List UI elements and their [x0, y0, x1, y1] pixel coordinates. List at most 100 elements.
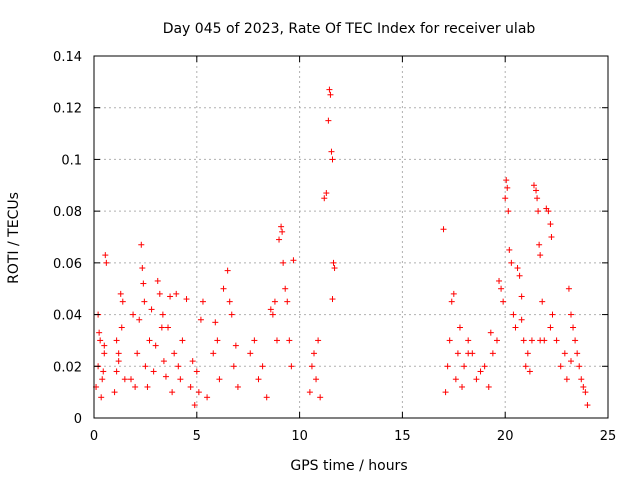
- data-point: [505, 208, 512, 215]
- data-point: [444, 363, 451, 370]
- data-point: [539, 298, 546, 305]
- data-point: [489, 350, 496, 357]
- data-point: [477, 368, 484, 375]
- y-tick-label: 0.06: [53, 257, 82, 272]
- x-tick-label: 0: [90, 429, 98, 444]
- data-point: [234, 383, 241, 390]
- data-point: [518, 293, 525, 300]
- data-point: [286, 337, 293, 344]
- data-point: [138, 241, 145, 248]
- data-point: [117, 290, 124, 297]
- data-point: [567, 311, 574, 318]
- data-point: [210, 350, 217, 357]
- data-point: [173, 290, 180, 297]
- data-point: [255, 376, 262, 383]
- data-point: [576, 363, 583, 370]
- data-point: [280, 259, 287, 266]
- y-tick-label: 0.02: [53, 360, 82, 375]
- data-point: [481, 363, 488, 370]
- data-point: [498, 285, 505, 292]
- data-point: [450, 290, 457, 297]
- data-point: [504, 184, 511, 191]
- data-point: [141, 298, 148, 305]
- data-point: [323, 190, 330, 197]
- data-point: [284, 298, 291, 305]
- data-point: [317, 394, 324, 401]
- data-point: [329, 156, 336, 163]
- data-point: [330, 259, 337, 266]
- data-point: [493, 337, 500, 344]
- data-point: [536, 241, 543, 248]
- data-point: [565, 285, 572, 292]
- data-point: [224, 267, 231, 274]
- data-point: [103, 259, 110, 266]
- data-point: [582, 389, 589, 396]
- data-point: [487, 329, 494, 336]
- data-point: [146, 337, 153, 344]
- data-point: [226, 298, 233, 305]
- data-point: [440, 226, 447, 233]
- tick-labels: 0 5 10 15 20 25 0 0.02 0.04 0.06 0.08 0.1 0.12 0.14: [53, 50, 616, 444]
- data-point: [465, 350, 472, 357]
- data-point: [165, 324, 172, 331]
- data-point: [331, 265, 338, 272]
- data-point: [115, 350, 122, 357]
- data-point: [159, 311, 166, 318]
- plot-frame: [93, 55, 609, 419]
- data-point: [101, 350, 108, 357]
- data-point: [251, 337, 258, 344]
- data-point: [197, 316, 204, 323]
- grid: [94, 56, 608, 418]
- data-point: [276, 236, 283, 243]
- data-point: [189, 358, 196, 365]
- y-tick-label: 0.14: [53, 50, 82, 65]
- data-point: [502, 195, 509, 202]
- data-point: [526, 368, 533, 375]
- data-point: [115, 358, 122, 365]
- data-point: [537, 252, 544, 259]
- data-point: [288, 363, 295, 370]
- data-point: [473, 376, 480, 383]
- data-point: [220, 285, 227, 292]
- y-tick-label: 0.12: [53, 102, 82, 117]
- data-point: [193, 368, 200, 375]
- data-point: [306, 389, 313, 396]
- data-point: [328, 148, 335, 155]
- data-point: [448, 298, 455, 305]
- data-point: [524, 350, 531, 357]
- data-point: [267, 306, 274, 313]
- data-point: [545, 208, 552, 215]
- x-tick-label: 10: [291, 429, 308, 444]
- data-point: [508, 259, 515, 266]
- data-point: [98, 394, 105, 401]
- data-point: [111, 389, 118, 396]
- x-tick-label: 15: [394, 429, 411, 444]
- data-point: [148, 306, 155, 313]
- data-point: [442, 389, 449, 396]
- data-point: [465, 337, 472, 344]
- data-point: [549, 311, 556, 318]
- data-point: [96, 329, 103, 336]
- data-point: [313, 376, 320, 383]
- data-point: [456, 324, 463, 331]
- data-point: [177, 376, 184, 383]
- data-point: [570, 324, 577, 331]
- data-point: [140, 280, 147, 287]
- data-point: [169, 389, 176, 396]
- data-point: [259, 363, 266, 370]
- data-point: [534, 195, 541, 202]
- data-point: [152, 342, 159, 349]
- data-point: [547, 324, 554, 331]
- axis-ticks: [93, 55, 609, 419]
- data-point: [553, 337, 560, 344]
- data-point: [315, 337, 322, 344]
- data-point: [199, 298, 206, 305]
- data-point: [548, 234, 555, 240]
- data-point: [535, 208, 542, 215]
- y-tick-label: 0.04: [53, 309, 82, 324]
- data-point: [503, 177, 510, 184]
- data-point: [578, 376, 585, 383]
- y-tick-label: 0.08: [53, 205, 82, 220]
- data-point: [533, 187, 540, 194]
